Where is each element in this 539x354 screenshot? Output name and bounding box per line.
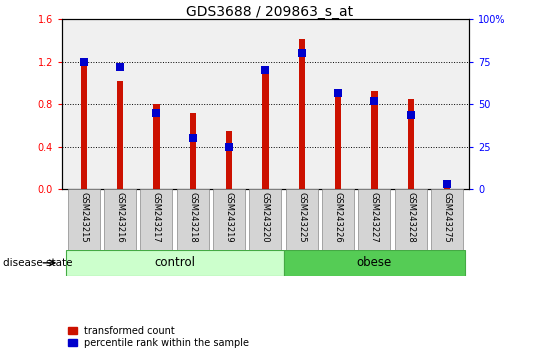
Text: GSM243218: GSM243218 [188,192,197,243]
Text: GSM243225: GSM243225 [298,192,306,243]
Bar [322,189,354,250]
Bar [358,189,390,250]
Text: GSM243228: GSM243228 [406,192,415,243]
Bar [190,113,196,189]
Text: GSM243227: GSM243227 [370,192,379,243]
Bar [66,250,284,276]
Bar [284,250,465,276]
Text: GSM243275: GSM243275 [443,192,452,243]
Bar [104,189,136,250]
Text: disease state: disease state [3,258,72,268]
Text: GSM243226: GSM243226 [334,192,343,243]
Bar [286,189,318,250]
Bar [335,88,341,189]
Text: obese: obese [357,256,392,269]
Bar [444,187,451,189]
Bar [407,99,414,189]
Text: control: control [154,256,195,269]
Bar [213,189,245,250]
Bar [250,189,281,250]
Bar [117,81,123,189]
Text: GSM243217: GSM243217 [152,192,161,243]
Bar [262,70,269,189]
Text: GSM243216: GSM243216 [116,192,125,243]
Text: GSM243215: GSM243215 [79,192,88,243]
Legend: transformed count, percentile rank within the sample: transformed count, percentile rank withi… [67,325,250,349]
Bar [226,131,232,189]
Text: GDS3688 / 209863_s_at: GDS3688 / 209863_s_at [186,5,353,19]
Bar [299,39,305,189]
Bar [395,189,427,250]
Text: GSM243220: GSM243220 [261,192,270,243]
Bar [68,189,100,250]
Bar [153,104,160,189]
Bar [141,189,172,250]
Bar [80,60,87,189]
Bar [177,189,209,250]
Text: GSM243219: GSM243219 [225,192,233,243]
Bar [371,91,378,189]
Bar [431,189,463,250]
